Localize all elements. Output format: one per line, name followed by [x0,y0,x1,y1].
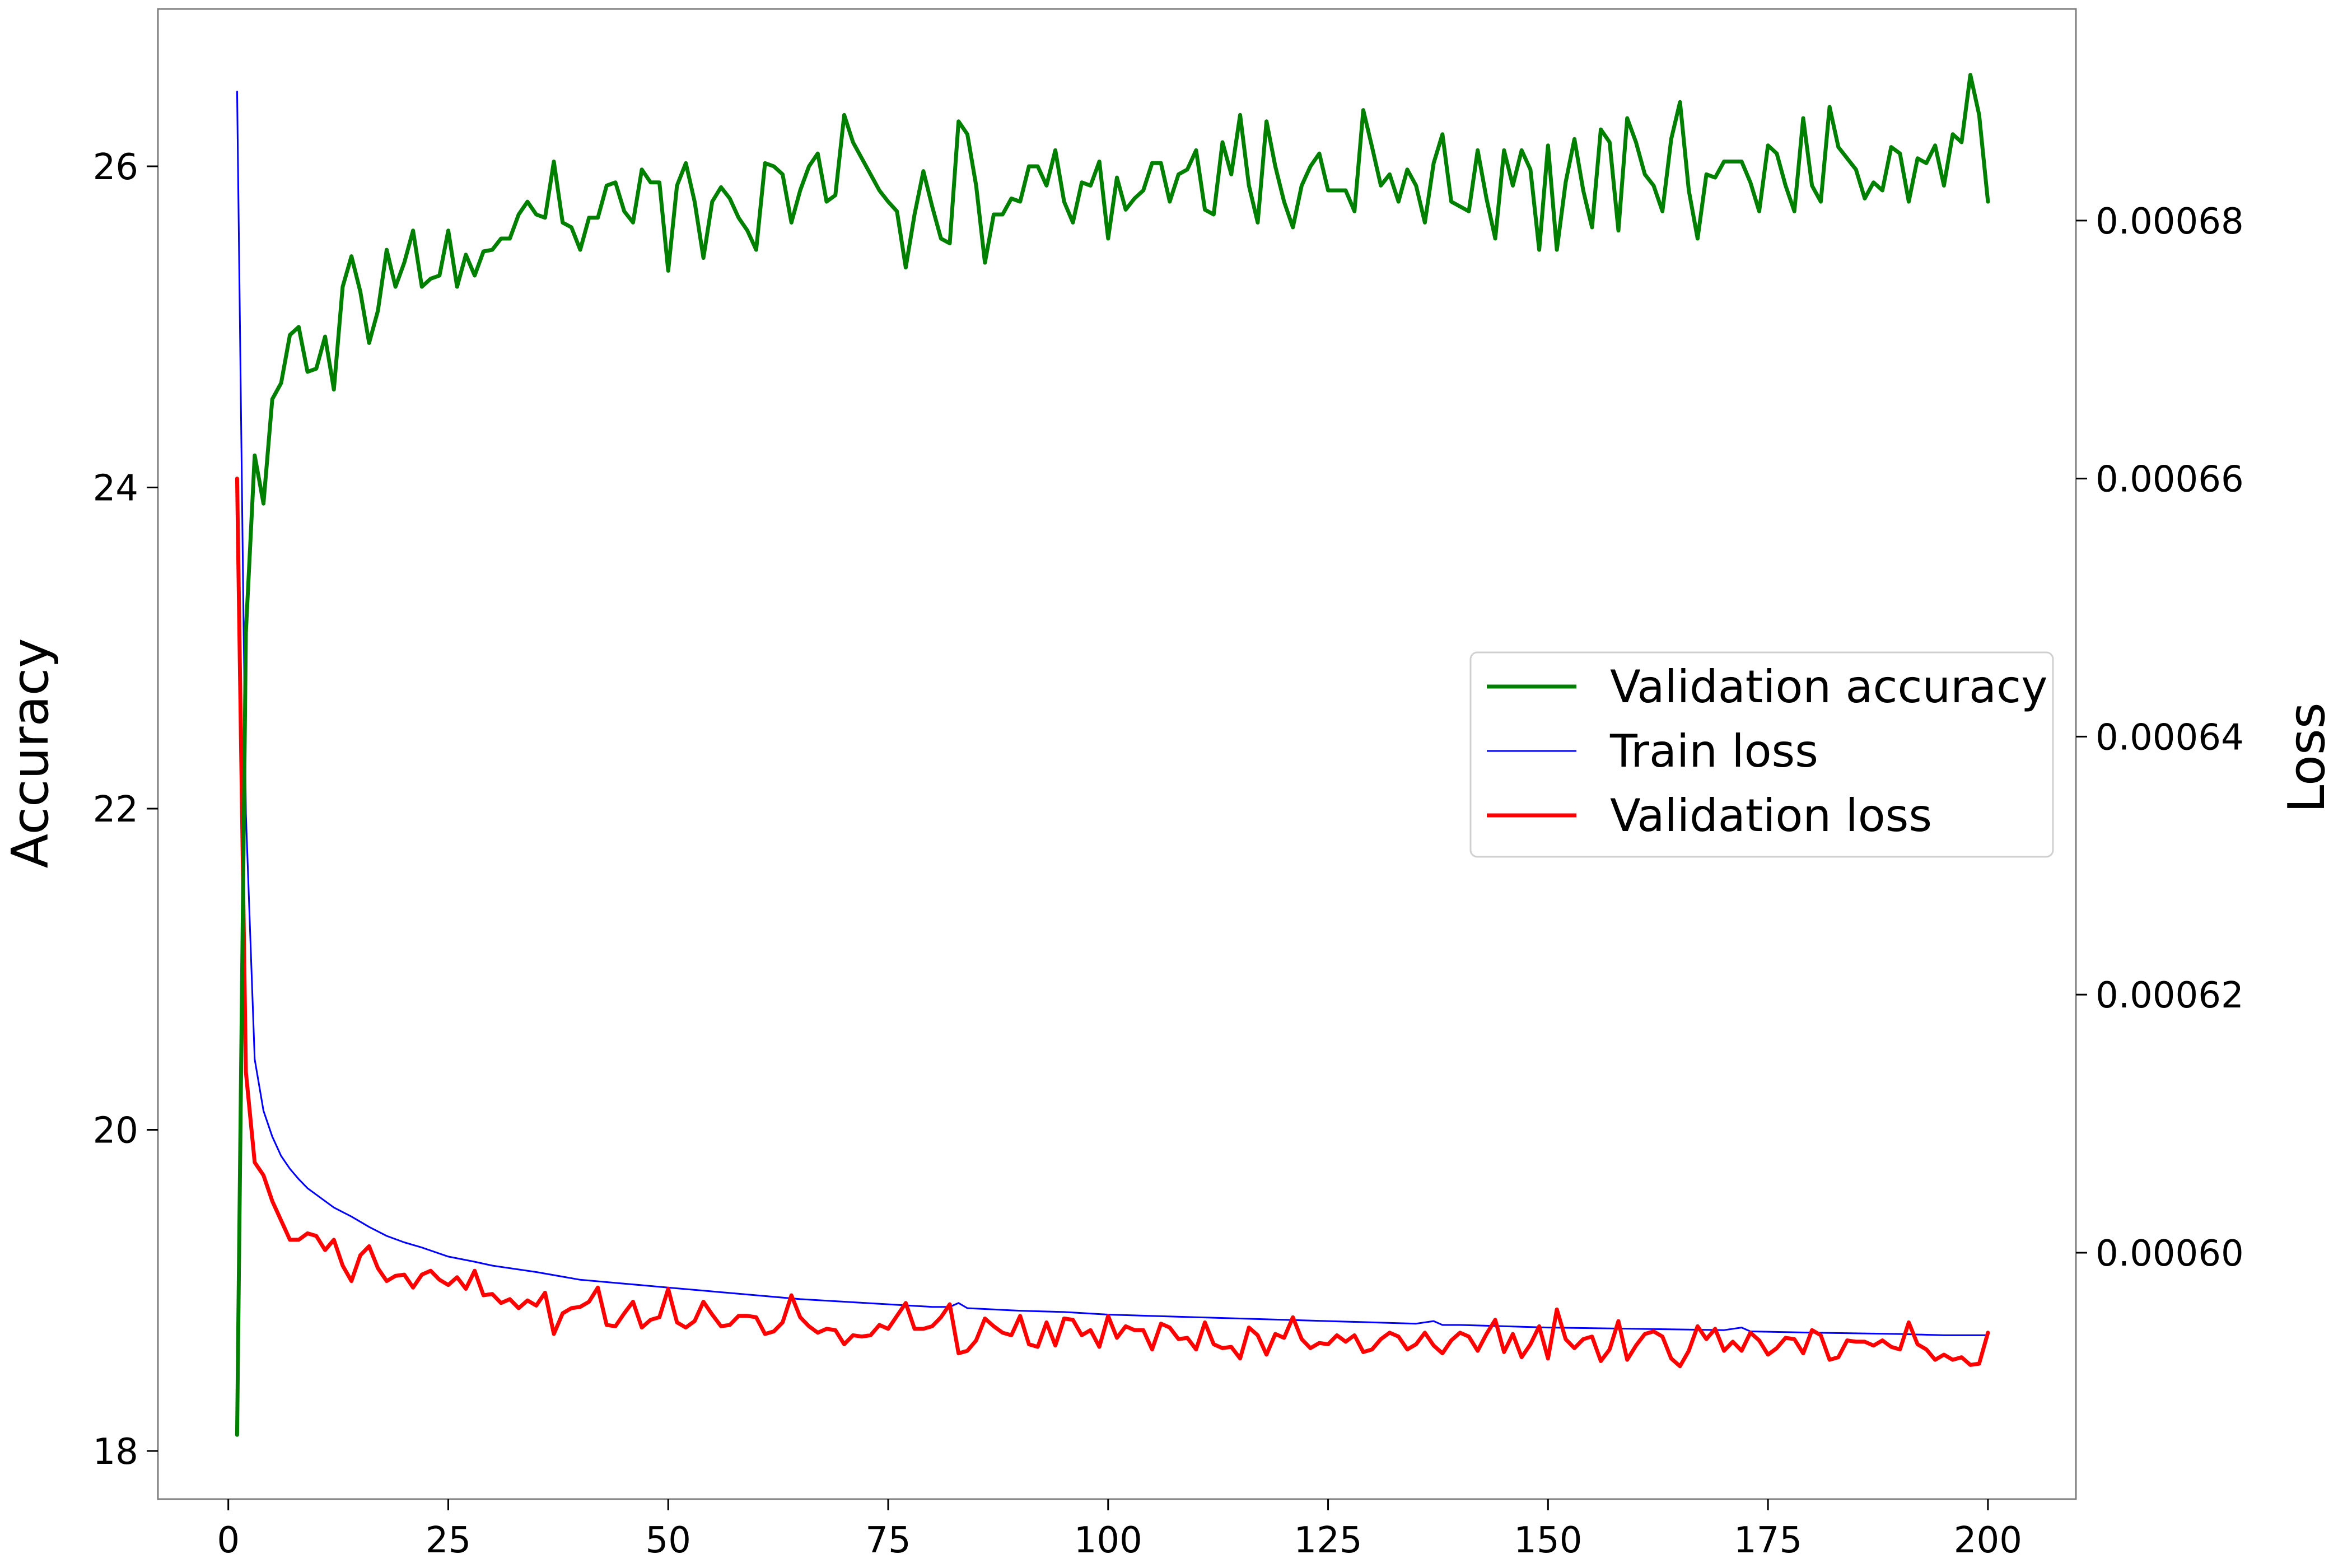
y-tick-label-right: 0.00068 [2096,201,2244,242]
y-tick-label-left: 18 [93,1431,138,1473]
series-layer [235,73,1990,1437]
x-axis: 0 25 50 75 100 125 150 175 200 [217,1499,2022,1561]
y-tick-label-right: 0.00062 [2096,975,2244,1016]
plot-frame [157,8,2077,1500]
legend-label-validation-accuracy: Validation accuracy [1610,661,2047,713]
x-tick-label: 175 [1734,1520,1802,1561]
y-tick-label-right: 0.00064 [2096,717,2244,758]
x-tick-label: 125 [1294,1520,1362,1561]
legend-label-validation-loss: Validation loss [1610,790,1932,842]
y-tick-label-left: 24 [93,468,138,510]
series-line-validation-accuracy [235,73,1990,1437]
x-tick-label: 100 [1074,1520,1142,1561]
x-tick-label: 25 [426,1520,471,1561]
series-line-validation-loss [235,477,1990,1369]
y-tick-label-right: 0.00060 [2096,1233,2244,1275]
x-tick-label: 75 [865,1520,911,1561]
legend-label-train-loss: Train loss [1609,725,1818,777]
x-tick-label: 200 [1954,1520,2022,1561]
y-tick-label-left: 20 [93,1110,138,1151]
x-tick-label: 150 [1514,1520,1582,1561]
legend-box [1469,651,2054,858]
y-axis-left-title: Accuracy [1,638,60,869]
y-tick-label-left: 22 [93,789,138,830]
legend: Validation accuracy Train loss Validatio… [1469,651,2054,858]
y-tick-label-left: 26 [93,147,138,188]
series-line-train-loss [236,90,1989,1336]
y-axis-right: 0.00060 0.00062 0.00064 0.00066 0.00068 [2076,201,2244,1275]
y-axis-left: 18 20 22 24 26 [93,147,158,1473]
y-axis-right-title: Loss [2278,702,2336,813]
x-tick-label: 0 [217,1520,240,1561]
x-tick-label: 50 [646,1520,691,1561]
y-tick-label-right: 0.00066 [2096,459,2244,501]
